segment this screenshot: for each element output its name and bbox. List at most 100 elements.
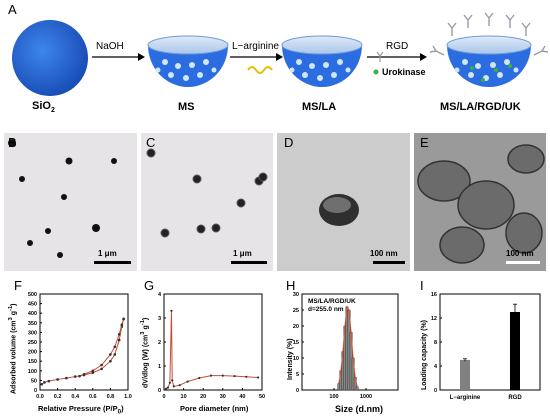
h-xtick: 1000 bbox=[360, 394, 372, 400]
f-point bbox=[100, 363, 103, 367]
g-xtick: 30 bbox=[220, 394, 226, 400]
f-point bbox=[73, 375, 77, 378]
micrograph-b: B 1 μm bbox=[4, 133, 137, 271]
f-ytick: 450 bbox=[28, 302, 37, 308]
panel-letter-i: I bbox=[420, 278, 424, 293]
scale-label-d: 100 nm bbox=[370, 249, 398, 258]
f-point bbox=[82, 372, 86, 376]
f-ylabel: Adsorbed volume (cm3 g-1) bbox=[8, 303, 18, 394]
g-point bbox=[209, 374, 213, 377]
g-xlabel: Pore diameter (nm) bbox=[180, 404, 249, 413]
h-ytick: 25 bbox=[293, 308, 299, 314]
h-ytick: 10 bbox=[293, 356, 299, 362]
f-xtick: 0.6 bbox=[89, 394, 97, 400]
f-ytick: 350 bbox=[28, 321, 37, 327]
g-ytick: 4 bbox=[158, 292, 162, 298]
panel-letter-a: A bbox=[8, 2, 17, 17]
ms-bowl bbox=[147, 35, 229, 87]
f-point bbox=[113, 345, 117, 349]
g-point bbox=[233, 374, 236, 378]
f-point bbox=[100, 367, 103, 371]
rgd-label: RGD bbox=[386, 41, 409, 52]
g-point bbox=[168, 381, 171, 384]
ms-la-bowl bbox=[281, 35, 363, 87]
panel-letter-g: G bbox=[144, 278, 155, 293]
f-ytick: 50 bbox=[31, 378, 37, 384]
i-category-label: L−arginine bbox=[450, 395, 481, 401]
h-ytick: 0 bbox=[296, 388, 299, 394]
i-category-label: RGD bbox=[508, 395, 522, 401]
i-ytick: 12 bbox=[431, 316, 437, 322]
g-series-line bbox=[165, 310, 259, 390]
panel-letter-h: H bbox=[286, 278, 296, 293]
panel-letter-f: F bbox=[14, 278, 22, 293]
f-point bbox=[56, 378, 59, 381]
panel-letter-c: C bbox=[146, 135, 156, 150]
urokinase-label: Urokinase bbox=[382, 67, 426, 77]
g-point bbox=[256, 376, 260, 379]
h-ytick: 15 bbox=[293, 340, 299, 346]
i-ytick: 8 bbox=[434, 340, 437, 346]
f-point bbox=[122, 317, 125, 321]
f-point bbox=[120, 323, 124, 327]
f-point bbox=[117, 338, 121, 342]
final-label: MS/LA/RGD/UK bbox=[440, 101, 521, 113]
h-ylabel: Intensity (%) bbox=[287, 338, 294, 380]
g-point bbox=[245, 375, 248, 378]
i-ytick: 0 bbox=[434, 388, 437, 394]
f-point bbox=[78, 374, 81, 378]
g-point bbox=[186, 380, 189, 383]
g-point bbox=[178, 384, 181, 387]
panel-letter-d: D bbox=[284, 135, 294, 150]
f-point bbox=[91, 369, 95, 373]
f-point bbox=[109, 359, 112, 363]
i-bar-1 bbox=[460, 360, 470, 390]
f-xtick: 0.8 bbox=[107, 394, 115, 400]
g-point bbox=[171, 379, 174, 382]
linker-squiggle bbox=[247, 66, 273, 74]
rgd-icon bbox=[376, 51, 384, 62]
ms-label: MS bbox=[178, 101, 195, 113]
g-xtick: 50 bbox=[259, 394, 265, 400]
g-xtick: 10 bbox=[181, 394, 187, 400]
urokinase-dot bbox=[373, 69, 379, 75]
g-point bbox=[172, 385, 175, 388]
scale-label-c: 1 μm bbox=[233, 249, 252, 258]
h-fit-line bbox=[338, 305, 358, 387]
scheme-a bbox=[12, 12, 549, 96]
f-ytick: 400 bbox=[28, 311, 37, 317]
i-bar-2 bbox=[510, 312, 520, 390]
f-ytick: 500 bbox=[28, 292, 37, 298]
i-ylabel: Loading capacity (%) bbox=[421, 319, 428, 390]
final-bowl bbox=[429, 12, 549, 87]
g-point bbox=[198, 376, 201, 380]
sio2-sphere bbox=[12, 20, 88, 96]
f-point bbox=[47, 379, 51, 383]
g-ytick: 3 bbox=[158, 316, 161, 322]
f-xtick: 0.0 bbox=[36, 394, 44, 400]
g-ytick: 0 bbox=[158, 388, 161, 394]
f-xtick: 0.4 bbox=[71, 394, 80, 400]
ms-la-label: MS/LA bbox=[302, 101, 337, 113]
g-xtick: 0 bbox=[162, 394, 165, 400]
f-point bbox=[117, 333, 121, 336]
g-ytick: 2 bbox=[158, 340, 161, 346]
f-xtick: 1.0 bbox=[124, 394, 132, 400]
micrograph-d: D 100 nm bbox=[277, 133, 410, 271]
g-point bbox=[170, 309, 173, 312]
f-ytick: 200 bbox=[28, 350, 37, 356]
g-point bbox=[166, 386, 170, 389]
f-point bbox=[43, 381, 46, 384]
h-bar bbox=[355, 386, 359, 391]
g-xtick: 40 bbox=[239, 394, 245, 400]
g-point bbox=[221, 374, 224, 377]
h-ytick: 30 bbox=[293, 292, 299, 298]
h-xtick: 100 bbox=[329, 394, 338, 400]
f-point bbox=[65, 376, 68, 380]
f-ytick: 150 bbox=[28, 359, 37, 365]
f-ytick: 0 bbox=[34, 388, 37, 394]
h-ytick: 5 bbox=[296, 372, 299, 378]
f-ytick: 250 bbox=[28, 340, 37, 346]
naoh-label: NaOH bbox=[96, 41, 124, 52]
